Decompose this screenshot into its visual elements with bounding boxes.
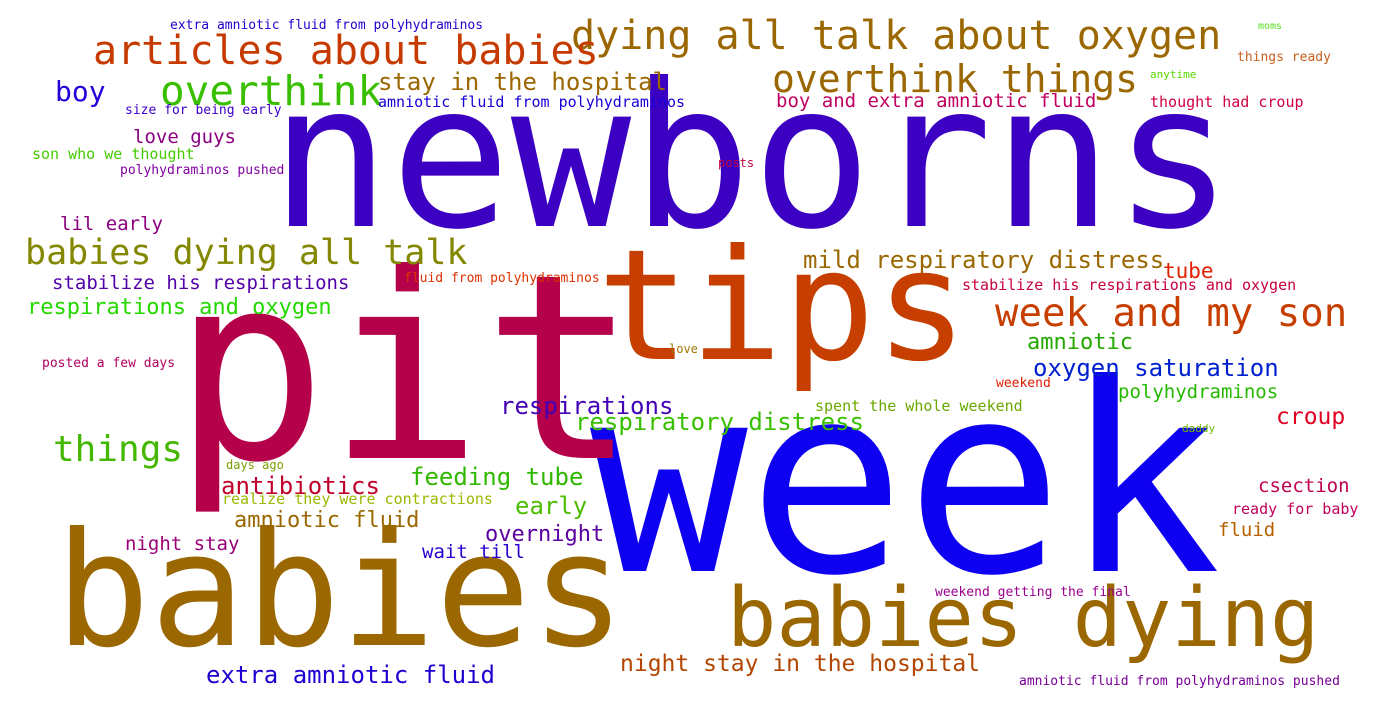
word-things-ready: things ready [1237, 50, 1331, 65]
word-respirations: respirations [500, 392, 674, 420]
word-croup: croup [1276, 404, 1346, 430]
word-extra-amniotic-fluid-from-polyhydraminos: extra amniotic fluid from polyhydraminos [170, 18, 484, 33]
word-amniotic-fluid: amniotic fluid [234, 508, 420, 533]
word-size-for-being-early: size for being early [125, 103, 282, 118]
word-stay-in-the-hospital: stay in the hospital [378, 68, 667, 96]
word-spent-the-whole-weekend: spent the whole weekend [815, 397, 1023, 415]
word-anytime: anytime [1150, 68, 1197, 81]
word-pit: pit [172, 219, 638, 519]
word-oxygen-saturation: oxygen saturation [1033, 354, 1279, 382]
word-stabilize-his-respirations-and-oxygen: stabilize his respirations and oxygen [962, 276, 1297, 294]
word-ready-for-baby: ready for baby [1232, 500, 1359, 518]
word-stabilize-his-respirations: stabilize his respirations [52, 272, 350, 294]
word-respiratory-distress: respiratory distress [575, 408, 864, 436]
word-realize-they-were-contractions: realize they were contractions [222, 490, 493, 508]
word-tube: tube [1163, 259, 1214, 283]
word-fluid: fluid [1218, 519, 1276, 541]
word-posted-a-few-days: posted a few days [42, 356, 176, 371]
word-mild-respiratory-distress: mild respiratory distress [803, 246, 1165, 274]
word-night-stay: night stay [125, 533, 240, 555]
word-boy: boy [55, 75, 106, 108]
word-early: early [515, 492, 588, 520]
word-love: love [669, 342, 698, 356]
word-fluid-from-polyhydraminos: fluid from polyhydraminos [404, 271, 600, 286]
word-extra-amniotic-fluid: extra amniotic fluid [206, 661, 495, 689]
word-thought-had-croup: thought had croup [1150, 93, 1304, 111]
word-overthink: overthink [160, 67, 383, 115]
word-night-stay-in-the-hospital: night stay in the hospital [620, 651, 981, 677]
word-newborns: newborns [270, 41, 1234, 274]
word-articles-about-babies: articles about babies [93, 28, 599, 74]
word-weekend: weekend [996, 376, 1051, 391]
word-feeding-tube: feeding tube [410, 463, 584, 491]
word-daddy: daddy [1182, 422, 1216, 435]
word-babies: babies [55, 499, 626, 683]
word-boy-and-extra-amniotic-fluid: boy and extra amniotic fluid [776, 90, 1097, 112]
word-love-guys: love guys [133, 126, 236, 148]
word-week-and-my-son: week and my son [995, 291, 1348, 336]
word-days-ago: days ago [226, 458, 284, 472]
word-tips: tips [597, 217, 968, 396]
word-wait-till: wait till [422, 541, 525, 563]
word-moms: moms [1258, 21, 1283, 32]
word-respirations-and-oxygen: respirations and oxygen [27, 295, 332, 320]
word-posts: posts [718, 156, 755, 170]
word-things: things [53, 429, 184, 470]
word-overnight: overnight [485, 522, 605, 547]
word-dying-all-talk-about-oxygen: dying all talk about oxygen [571, 13, 1222, 59]
word-antibiotics: antibiotics [221, 472, 380, 500]
word-amniotic-fluid-from-polyhydraminos-pushed: amniotic fluid from polyhydraminos pushe… [1019, 674, 1340, 689]
word-weekend-getting-the-final: weekend getting the final [935, 585, 1131, 600]
word-babies-dying-all-talk: babies dying all talk [25, 233, 468, 273]
word-overthink-things: overthink things [772, 57, 1139, 101]
word-amniotic-fluid-from-polyhydraminos: amniotic fluid from polyhydraminos [378, 93, 686, 111]
word-lil-early: lil early [60, 213, 163, 235]
word-polyhydraminos-pushed: polyhydraminos pushed [120, 163, 285, 178]
word-amniotic: amniotic [1027, 330, 1133, 355]
word-csection: csection [1258, 475, 1350, 497]
word-babies-dying: babies dying [727, 571, 1320, 666]
word-son-who-we-thought: son who we thought [32, 145, 195, 163]
word-polyhydraminos: polyhydraminos [1118, 381, 1279, 403]
word-week: week [590, 328, 1221, 633]
